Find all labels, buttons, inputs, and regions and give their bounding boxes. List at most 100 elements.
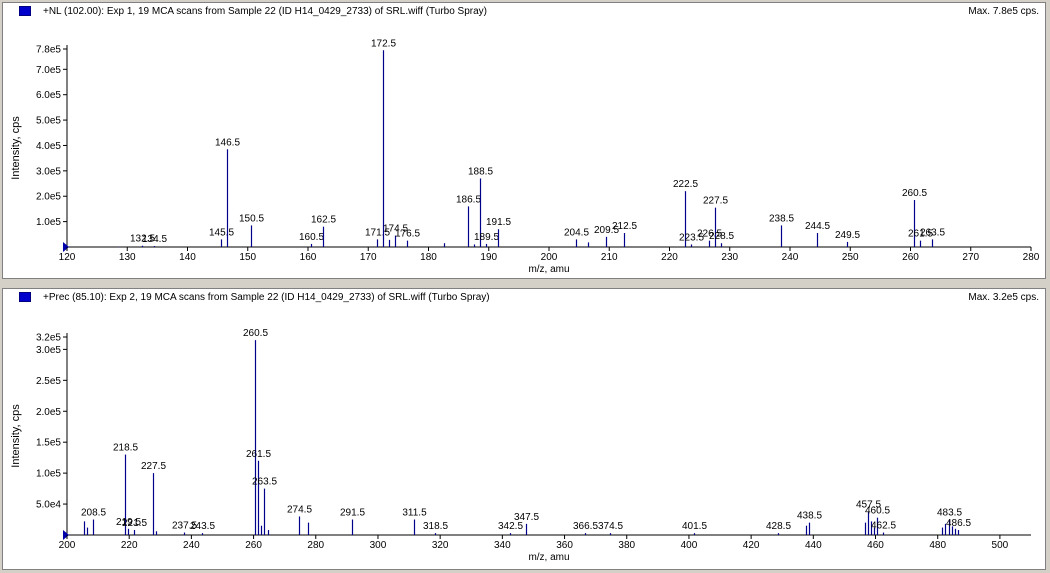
peak-label: 318.5 <box>423 521 448 532</box>
peak-label: 261.5 <box>246 449 271 460</box>
x-tick-label: 210 <box>601 252 618 263</box>
y-tick-label: 3.2e5 <box>36 333 61 344</box>
x-tick-label: 280 <box>1023 252 1040 263</box>
origin-marker-icon <box>63 242 69 252</box>
peak-label: 150.5 <box>239 213 264 224</box>
peak-label: 132.5 <box>130 234 155 245</box>
peak-label: 212.5 <box>612 221 637 232</box>
panel-title: +NL (102.00): Exp 1, 19 MCA scans from S… <box>43 6 488 17</box>
y-tick-label: 6.0e5 <box>36 90 61 101</box>
peak-label: 227.5 <box>141 461 166 472</box>
peak-label: 438.5 <box>797 511 822 522</box>
y-tick-label: 7.8e5 <box>36 45 61 56</box>
peak-label: 260.5 <box>243 328 268 339</box>
peak-label: 401.5 <box>682 521 707 532</box>
x-tick-label: 300 <box>370 540 387 551</box>
peak-label: 219.5 <box>116 517 141 528</box>
x-tick-label: 200 <box>541 252 558 263</box>
panel-title: +Prec (85.10): Exp 2, 19 MCA scans from … <box>43 292 490 303</box>
x-tick-label: 270 <box>962 252 979 263</box>
x-tick-label: 420 <box>743 540 760 551</box>
x-tick-label: 500 <box>992 540 1009 551</box>
peak-label: 249.5 <box>835 230 860 241</box>
y-tick-label: 1.0e5 <box>36 217 61 228</box>
x-tick-label: 230 <box>721 252 738 263</box>
y-tick-label: 1.5e5 <box>36 438 61 449</box>
x-tick-label: 260 <box>902 252 919 263</box>
x-tick-label: 400 <box>681 540 698 551</box>
peak-label: 160.5 <box>299 232 324 243</box>
x-tick-label: 180 <box>420 252 437 263</box>
peak-label: 374.5 <box>598 521 623 532</box>
x-tick-label: 220 <box>661 252 678 263</box>
panel-header: +Prec (85.10): Exp 2, 19 MCA scans from … <box>3 289 1045 305</box>
x-tick-label: 280 <box>307 540 324 551</box>
peak-label: 227.5 <box>703 196 728 207</box>
peak-label: 460.5 <box>865 506 890 517</box>
x-tick-label: 190 <box>480 252 497 263</box>
peak-label: 162.5 <box>311 215 336 226</box>
peak-label: 428.5 <box>766 521 791 532</box>
peak-label: 221.5 <box>122 518 147 529</box>
peak-label: 186.5 <box>456 194 481 205</box>
peak-label: 176.5 <box>395 229 420 240</box>
peak-label: 483.5 <box>937 508 962 519</box>
x-tick-label: 440 <box>805 540 822 551</box>
y-tick-label: 3.0e5 <box>36 345 61 356</box>
peak-label: 486.5 <box>946 518 971 529</box>
x-tick-label: 380 <box>618 540 635 551</box>
peak-label: 237.5 <box>172 521 197 532</box>
x-tick-label: 340 <box>494 540 511 551</box>
peak-label: 291.5 <box>340 508 365 519</box>
x-axis-label: m/z, amu <box>528 552 569 563</box>
x-tick-label: 460 <box>867 540 884 551</box>
series-swatch-icon[interactable] <box>19 6 31 16</box>
peak-label: 238.5 <box>769 213 794 224</box>
x-tick-label: 240 <box>183 540 200 551</box>
peak-label: 228.5 <box>709 231 734 242</box>
peak-label: 208.5 <box>81 508 106 519</box>
x-tick-label: 120 <box>59 252 76 263</box>
spectrum-panel-2: +Prec (85.10): Exp 2, 19 MCA scans from … <box>2 288 1046 570</box>
y-axis-label: Intensity, cps <box>10 404 22 468</box>
peak-label: 263.5 <box>920 227 945 238</box>
x-tick-label: 480 <box>929 540 946 551</box>
peak-label: 189.5 <box>474 232 499 243</box>
max-intensity-label: Max. 7.8e5 cps. <box>968 6 1039 17</box>
peak-label: 172.5 <box>371 38 396 49</box>
peak-label: 457.5 <box>856 499 881 510</box>
max-intensity-label: Max. 3.2e5 cps. <box>968 292 1039 303</box>
peak-label: 274.5 <box>287 504 312 515</box>
peak-label: 226.5 <box>697 229 722 240</box>
peak-label: 145.5 <box>209 227 234 238</box>
peak-label: 222.5 <box>673 179 698 190</box>
spectrum-chart-2[interactable]: 200 220 240 260 280 300 320 340 360 380 400 420 440 4… <box>3 289 1045 569</box>
series-swatch-icon[interactable] <box>19 292 31 302</box>
peak-label: 191.5 <box>486 217 511 228</box>
x-tick-label: 170 <box>360 252 377 263</box>
spectrum-chart-1[interactable]: 120 130 140 150 160 170 180 190 200 210 220 230 240 2… <box>3 3 1045 278</box>
peak-label: 146.5 <box>215 137 240 148</box>
y-tick-label: 3.0e5 <box>36 166 61 177</box>
x-tick-label: 140 <box>179 252 196 263</box>
x-tick-label: 130 <box>119 252 136 263</box>
peak-label: 347.5 <box>514 512 539 523</box>
peak-label: 366.5 <box>573 521 598 532</box>
peak-label: 134.5 <box>142 234 167 245</box>
panel-header: +NL (102.00): Exp 1, 19 MCA scans from S… <box>3 3 1045 19</box>
x-tick-label: 220 <box>121 540 138 551</box>
peak-label: 311.5 <box>402 508 427 519</box>
peak-label: 188.5 <box>468 166 493 177</box>
x-tick-label: 240 <box>782 252 799 263</box>
y-tick-label: 5.0e4 <box>36 500 61 511</box>
peak-label: 261.5 <box>908 229 933 240</box>
x-tick-label: 160 <box>300 252 317 263</box>
peak-label: 171.5 <box>365 227 390 238</box>
origin-marker-icon <box>63 530 69 540</box>
x-tick-label: 260 <box>245 540 262 551</box>
y-tick-label: 1.0e5 <box>36 469 61 480</box>
peak-label: 342.5 <box>498 521 523 532</box>
x-axis-label: m/z, amu <box>528 264 569 275</box>
peak-label: 174.5 <box>383 224 408 235</box>
peak-label: 223.5 <box>679 232 704 243</box>
